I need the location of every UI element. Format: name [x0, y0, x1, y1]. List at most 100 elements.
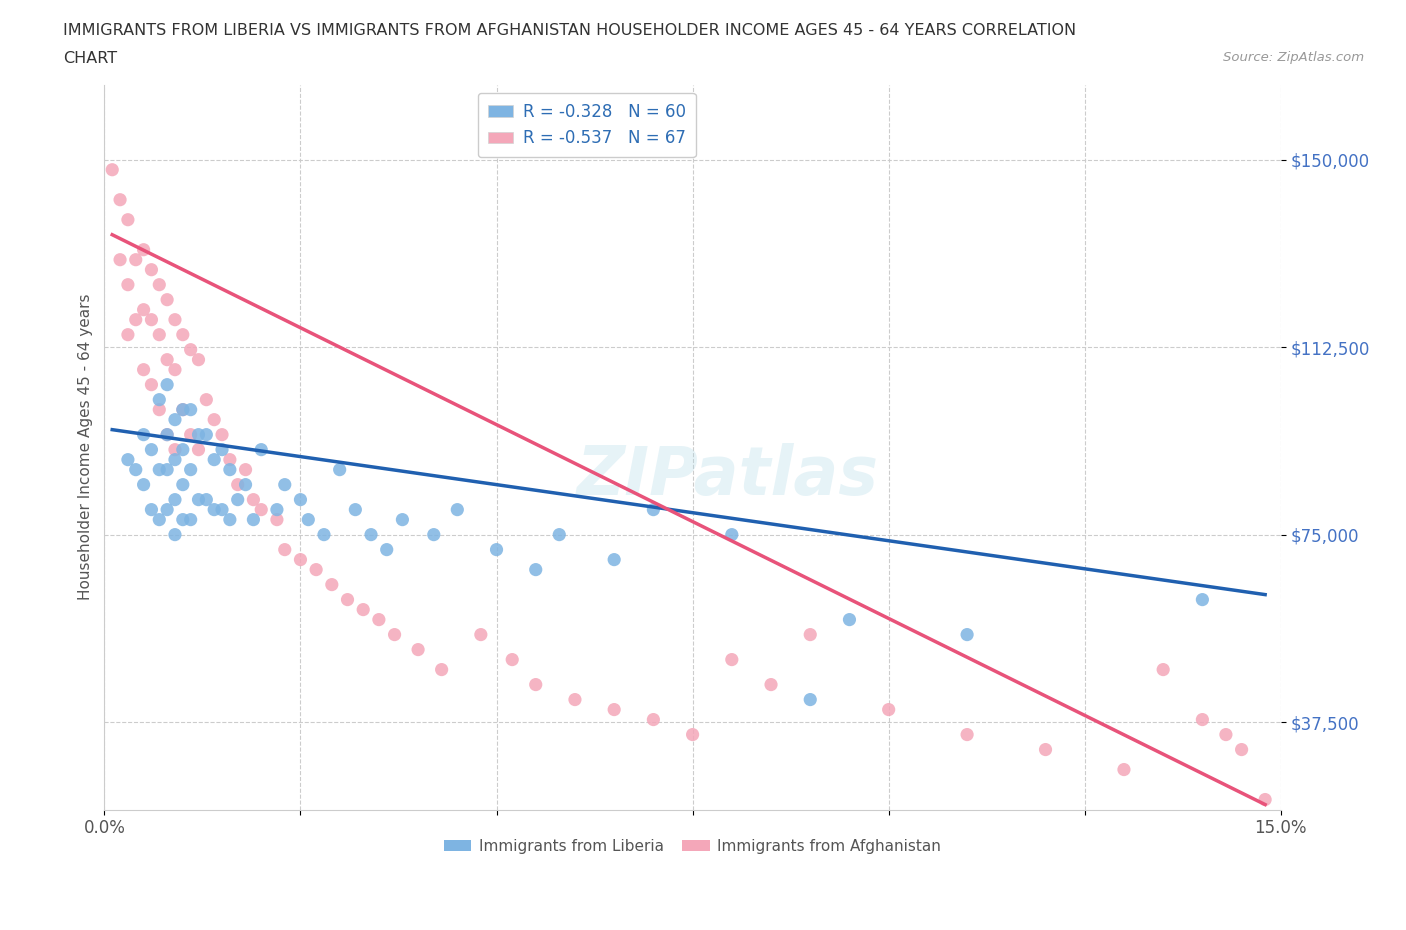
Point: [172, 512, 194, 527]
Point: [148, 277, 170, 292]
Point: [305, 562, 328, 577]
Point: [172, 442, 194, 457]
Point: [117, 212, 139, 227]
Point: [352, 602, 374, 617]
Point: [156, 427, 179, 442]
Text: Source: ZipAtlas.com: Source: ZipAtlas.com: [1223, 51, 1364, 64]
Point: [180, 427, 202, 442]
Point: [163, 312, 186, 327]
Point: [141, 262, 163, 277]
Point: [235, 462, 257, 477]
Point: [423, 527, 446, 542]
Point: [156, 352, 179, 367]
Point: [163, 452, 186, 467]
Point: [218, 462, 240, 477]
Point: [290, 552, 312, 567]
Point: [838, 612, 860, 627]
Point: [643, 712, 665, 727]
Point: [367, 612, 389, 627]
Point: [132, 362, 155, 377]
Point: [274, 477, 297, 492]
Point: [202, 412, 225, 427]
Point: [117, 452, 139, 467]
Point: [391, 512, 413, 527]
Point: [603, 552, 626, 567]
Point: [799, 692, 821, 707]
Point: [211, 427, 233, 442]
Point: [799, 627, 821, 642]
Point: [250, 502, 273, 517]
Point: [125, 312, 148, 327]
Legend: Immigrants from Liberia, Immigrants from Afghanistan: Immigrants from Liberia, Immigrants from…: [437, 832, 948, 860]
Point: [329, 462, 352, 477]
Point: [1035, 742, 1057, 757]
Point: [202, 452, 225, 467]
Point: [1215, 727, 1237, 742]
Point: [156, 502, 179, 517]
Point: [266, 512, 288, 527]
Point: [384, 627, 406, 642]
Point: [1254, 792, 1277, 807]
Point: [148, 512, 170, 527]
Point: [274, 542, 297, 557]
Point: [485, 542, 508, 557]
Point: [163, 362, 186, 377]
Point: [163, 492, 186, 507]
Point: [156, 378, 179, 392]
Text: ZIPatlas: ZIPatlas: [576, 443, 879, 509]
Point: [501, 652, 523, 667]
Point: [187, 442, 209, 457]
Point: [117, 277, 139, 292]
Point: [156, 427, 179, 442]
Point: [187, 427, 209, 442]
Point: [163, 527, 186, 542]
Point: [242, 512, 264, 527]
Point: [956, 727, 979, 742]
Point: [108, 252, 131, 267]
Point: [211, 442, 233, 457]
Point: [1112, 762, 1135, 777]
Point: [1191, 592, 1213, 607]
Point: [132, 242, 155, 257]
Point: [290, 492, 312, 507]
Point: [132, 477, 155, 492]
Point: [156, 292, 179, 307]
Point: [195, 492, 218, 507]
Point: [312, 527, 335, 542]
Point: [148, 392, 170, 407]
Point: [180, 462, 202, 477]
Point: [250, 442, 273, 457]
Point: [564, 692, 586, 707]
Point: [195, 427, 218, 442]
Point: [132, 302, 155, 317]
Point: [1191, 712, 1213, 727]
Point: [218, 512, 240, 527]
Point: [470, 627, 492, 642]
Y-axis label: Householder Income Ages 45 - 64 years: Householder Income Ages 45 - 64 years: [79, 294, 93, 601]
Point: [172, 327, 194, 342]
Point: [195, 392, 218, 407]
Point: [344, 502, 367, 517]
Point: [141, 502, 163, 517]
Point: [720, 527, 742, 542]
Point: [163, 412, 186, 427]
Point: [187, 352, 209, 367]
Point: [235, 477, 257, 492]
Text: IMMIGRANTS FROM LIBERIA VS IMMIGRANTS FROM AFGHANISTAN HOUSEHOLDER INCOME AGES 4: IMMIGRANTS FROM LIBERIA VS IMMIGRANTS FR…: [63, 23, 1077, 38]
Point: [172, 402, 194, 417]
Point: [430, 662, 453, 677]
Point: [156, 462, 179, 477]
Point: [180, 512, 202, 527]
Point: [360, 527, 382, 542]
Point: [297, 512, 319, 527]
Point: [956, 627, 979, 642]
Point: [218, 452, 240, 467]
Text: CHART: CHART: [63, 51, 117, 66]
Point: [202, 502, 225, 517]
Point: [1230, 742, 1253, 757]
Point: [132, 427, 155, 442]
Point: [242, 492, 264, 507]
Point: [603, 702, 626, 717]
Point: [148, 462, 170, 477]
Point: [877, 702, 900, 717]
